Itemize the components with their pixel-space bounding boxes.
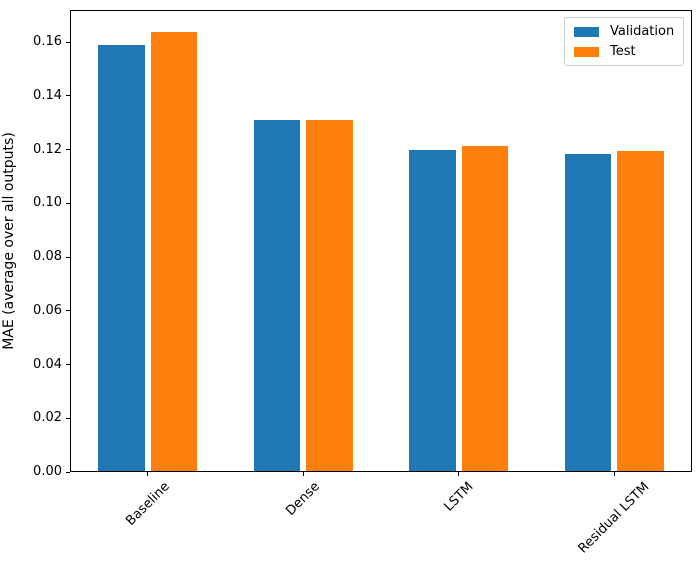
legend-swatch-validation-icon — [574, 26, 599, 37]
y-tick-label: 0.08 — [33, 249, 62, 265]
x-tick-label-baseline: Baseline — [122, 479, 173, 529]
y-tick-label: 0.10 — [33, 195, 62, 211]
x-tick-label-residual-lstm: Residual LSTM — [575, 479, 653, 556]
legend-entry-test: Test — [574, 44, 674, 59]
plot-area-frame — [70, 10, 692, 472]
y-tick-mark — [66, 256, 70, 258]
y-tick-mark — [66, 202, 70, 204]
y-tick-label: 0.02 — [33, 410, 62, 426]
x-tick-label-dense: Dense — [283, 478, 324, 519]
y-tick-label: 0.12 — [33, 141, 62, 157]
y-tick-mark — [66, 417, 70, 419]
y-tick-mark — [66, 149, 70, 151]
legend: Validation Test — [564, 17, 685, 66]
y-tick-label: 0.00 — [33, 464, 62, 479]
legend-entry-validation: Validation — [574, 24, 674, 39]
y-tick-mark — [66, 310, 70, 312]
bar-test-lstm — [461, 145, 509, 472]
y-tick-mark — [66, 471, 70, 473]
bar-test-residual-lstm — [617, 151, 664, 472]
x-tick-mark — [147, 472, 149, 476]
bar-validation-baseline — [98, 44, 145, 472]
y-tick-label: 0.16 — [33, 34, 62, 50]
bar-validation-residual-lstm — [564, 153, 612, 472]
y-tick-label: 0.14 — [33, 87, 62, 103]
y-tick-mark — [66, 364, 70, 366]
y-tick-label: 0.04 — [33, 356, 62, 372]
x-tick-label-lstm: LSTM — [441, 479, 477, 515]
y-tick-label: 0.06 — [33, 302, 62, 318]
bar-test-dense — [306, 120, 353, 472]
y-tick-mark — [66, 95, 70, 97]
y-axis-label: MAE (average over all outputs) — [1, 132, 17, 350]
bar-validation-lstm — [409, 149, 456, 472]
y-tick-mark — [66, 41, 70, 43]
bar-test-baseline — [150, 31, 198, 472]
x-tick-mark — [458, 472, 460, 476]
legend-swatch-test-icon — [574, 46, 599, 57]
legend-label-validation: Validation — [610, 24, 675, 39]
bar-validation-dense — [253, 120, 301, 472]
x-tick-mark — [302, 472, 304, 476]
x-tick-mark — [613, 472, 615, 476]
legend-label-test: Test — [610, 44, 636, 59]
